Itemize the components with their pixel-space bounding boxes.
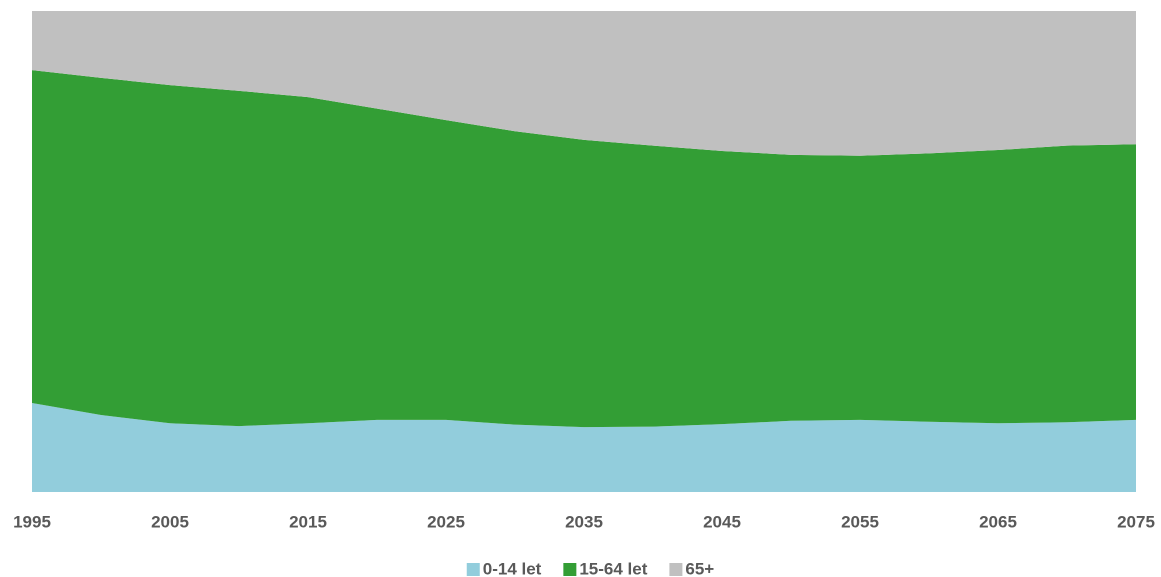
legend-label: 15-64 let xyxy=(579,559,647,577)
legend-swatch xyxy=(669,563,683,576)
x-tick-label: 2005 xyxy=(151,512,189,531)
legend-label: 0-14 let xyxy=(483,559,542,577)
legend-swatch xyxy=(563,563,577,576)
x-tick-label: 2025 xyxy=(427,512,465,531)
x-tick-label: 2055 xyxy=(841,512,879,531)
x-tick-label: 1995 xyxy=(13,512,51,531)
x-tick-label: 2035 xyxy=(565,512,603,531)
area xyxy=(32,11,1136,156)
x-tick-label: 2045 xyxy=(703,512,741,531)
legend-swatch xyxy=(466,563,480,576)
x-tick-label: 2015 xyxy=(289,512,327,531)
area xyxy=(32,70,1136,428)
x-tick-label: 2075 xyxy=(1117,512,1155,531)
legend-label: 65+ xyxy=(685,559,714,577)
area xyxy=(32,403,1136,492)
x-tick-label: 2065 xyxy=(979,512,1017,531)
